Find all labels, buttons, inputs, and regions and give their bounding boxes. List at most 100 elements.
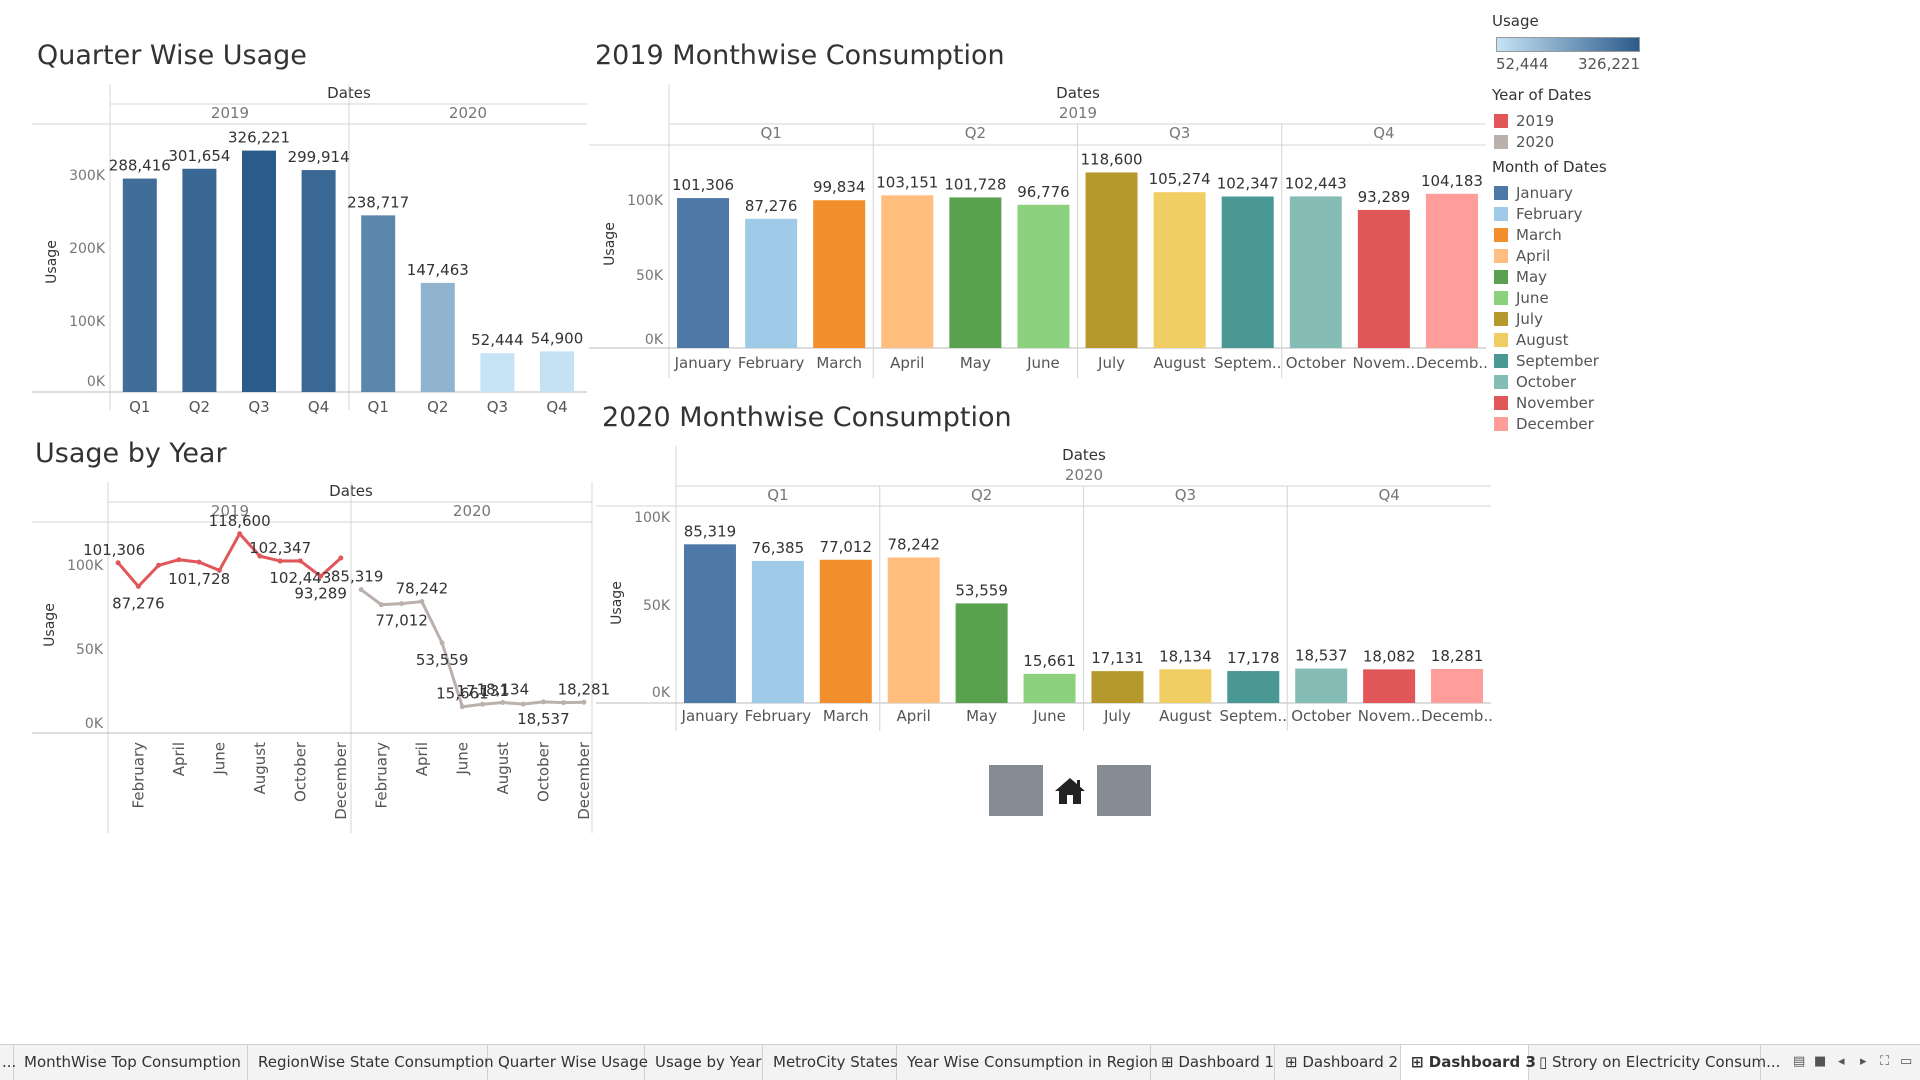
sheet-tab[interactable]: Usage by Year <box>645 1045 763 1080</box>
filmstrip-icon[interactable]: ■ <box>1814 1054 1827 1069</box>
quarter-bar-value-label: 52,444 <box>471 331 524 349</box>
next-sheet-icon[interactable]: ▸ <box>1860 1054 1867 1069</box>
sheet-tab[interactable]: MetroCity States <box>763 1045 898 1080</box>
m2020-bars-group: Q1 Q2 Q3 Q4 85,319 January 76,385 February 77,01… <box>596 446 1493 731</box>
quarter-y-axis-label: Usage <box>44 240 60 284</box>
m2019-bar <box>949 197 1002 348</box>
yearly-y-tick: 100K <box>67 558 104 574</box>
quarter-bar-value-label: 147,463 <box>407 261 469 279</box>
yearly-series-point <box>439 640 445 646</box>
quarter-bar <box>182 168 217 392</box>
month-legend-label: November <box>1516 393 1595 412</box>
month-legend-swatch <box>1494 374 1508 389</box>
m2019-x-tick-label: Novem.. <box>1353 354 1416 372</box>
sheet-tab[interactable]: RegionWise State Consumption <box>248 1045 494 1080</box>
yearly-x-tick-label: April <box>170 742 188 776</box>
year-legend-item[interactable]: 2019 <box>1488 110 1728 131</box>
sheet-tab[interactable]: Year Wise Consumption in Region <box>897 1045 1158 1080</box>
quarter-x-tick-label: Q1 <box>368 398 389 416</box>
m2020-y-axis-label: Usage <box>609 581 625 625</box>
m2019-x-tick-label: June <box>1026 354 1060 372</box>
yearly-series-point <box>540 699 546 705</box>
quarter-bar <box>361 215 396 392</box>
m2019-bar-value-label: 103,151 <box>876 173 938 191</box>
sheet-tab[interactable]: MonthWise Top Consumption <box>14 1045 248 1080</box>
sheet-tab-label: Quarter Wise Usage <box>498 1053 648 1071</box>
fullscreen-icon[interactable]: ⛶ <box>1880 1054 1890 1069</box>
m2019-quarter-label: Q4 <box>1373 124 1394 142</box>
year-legend-item[interactable]: 2020 <box>1488 131 1728 152</box>
month-legend-label: January <box>1516 183 1573 202</box>
month-legend-item[interactable]: January <box>1488 182 1728 203</box>
yearly-point-label: 15,661 <box>436 685 489 703</box>
sheet-tab[interactable]: ⊞ Dashboard 3 <box>1401 1045 1536 1080</box>
month-legend-swatch <box>1494 311 1508 326</box>
quarter-chart-title: Quarter Wise Usage <box>37 40 307 71</box>
month-legend-swatch <box>1494 248 1508 263</box>
m2019-bar <box>1357 209 1410 348</box>
quarter-bar <box>301 170 336 392</box>
m2019-y-tick: 50K <box>636 268 664 284</box>
m2019-x-tick-label: January <box>674 354 732 372</box>
m2019-x-tick-label: February <box>738 354 805 372</box>
sheet-tab[interactable]: ⊞ Dashboard 2 <box>1275 1045 1401 1080</box>
sheet-tab[interactable]: ▯ Strory on Electricity Consum... <box>1529 1045 1780 1080</box>
usage-by-year-chart-title: Usage by Year <box>35 438 227 469</box>
m2019-bar <box>1017 204 1070 348</box>
yearly-point-label: 78,242 <box>396 580 449 598</box>
month-legend-label: March <box>1516 225 1562 244</box>
yearly-point-label: 85,319 <box>331 568 384 586</box>
m2020-bar-value-label: 53,559 <box>955 581 1008 599</box>
m2020-bar <box>1159 669 1212 703</box>
quarter-y-tick: 200K <box>69 241 106 257</box>
month-legend-item[interactable]: February <box>1488 203 1728 224</box>
month-legend-label: December <box>1516 414 1594 433</box>
sheet-tab[interactable]: ⊞ Dashboard 1 <box>1151 1045 1275 1080</box>
sheet-tab-label: Usage by Year <box>655 1053 762 1071</box>
month-legend-swatch <box>1494 332 1508 347</box>
month-legend-item[interactable]: June <box>1488 287 1728 308</box>
yearly-series-point <box>196 559 202 565</box>
yearly-series-point <box>459 704 465 710</box>
month-legend-item[interactable]: May <box>1488 266 1728 287</box>
sheet-tab-label: Dashboard 1 <box>1178 1053 1275 1071</box>
month-legend-item[interactable]: March <box>1488 224 1728 245</box>
home-icon <box>1055 777 1085 804</box>
yearly-series-point <box>297 558 303 564</box>
yearly-series-point <box>480 701 486 707</box>
yearly-series-point <box>520 701 526 707</box>
sheet-tab-label: Year Wise Consumption in Region <box>907 1053 1158 1071</box>
sheet-tab[interactable]: Quarter Wise Usage <box>488 1045 648 1080</box>
nav-left-button[interactable] <box>989 765 1043 816</box>
nav-right-button[interactable] <box>1097 765 1151 816</box>
m2019-x-tick-label: April <box>890 354 924 372</box>
month-legend-item[interactable]: August <box>1488 329 1728 350</box>
m2020-bar <box>1091 671 1144 703</box>
month-legend-item[interactable]: September <box>1488 350 1728 371</box>
quarter-y-tick: 0K <box>87 374 106 390</box>
m2019-x-tick-label: Decemb.. <box>1416 354 1488 372</box>
m2019-bar-value-label: 102,347 <box>1217 175 1279 193</box>
present-icon[interactable]: ▭ <box>1900 1054 1913 1069</box>
m2020-bar-value-label: 17,178 <box>1227 649 1280 667</box>
month-legend-item[interactable]: April <box>1488 245 1728 266</box>
sheet-sorter-icon[interactable]: ▤ <box>1793 1054 1806 1069</box>
month-legend-item[interactable]: October <box>1488 371 1728 392</box>
month-legend-item[interactable]: July <box>1488 308 1728 329</box>
home-button[interactable] <box>1043 765 1097 816</box>
monthwise-2020-chart-title: 2020 Monthwise Consumption <box>602 402 1012 433</box>
month-legend-item[interactable]: December <box>1488 413 1728 434</box>
month-legend-swatch <box>1494 206 1508 221</box>
m2019-bar <box>881 195 934 348</box>
yearly-point-label: 18,537 <box>517 710 570 728</box>
usage-gradient-labels: 52,444 326,221 <box>1496 55 1640 73</box>
m2019-bar-value-label: 99,834 <box>813 178 866 196</box>
m2020-bar <box>1363 669 1416 703</box>
grid-icon: ⊞ <box>1285 1053 1303 1071</box>
month-legend-label: August <box>1516 330 1569 349</box>
m2020-x-tick-label: May <box>966 707 997 725</box>
prev-sheet-icon[interactable]: ◂ <box>1838 1054 1845 1069</box>
sheet-tab[interactable]: ... <box>0 1045 16 1080</box>
m2019-bar-value-label: 93,289 <box>1358 188 1411 206</box>
month-legend-item[interactable]: November <box>1488 392 1728 413</box>
